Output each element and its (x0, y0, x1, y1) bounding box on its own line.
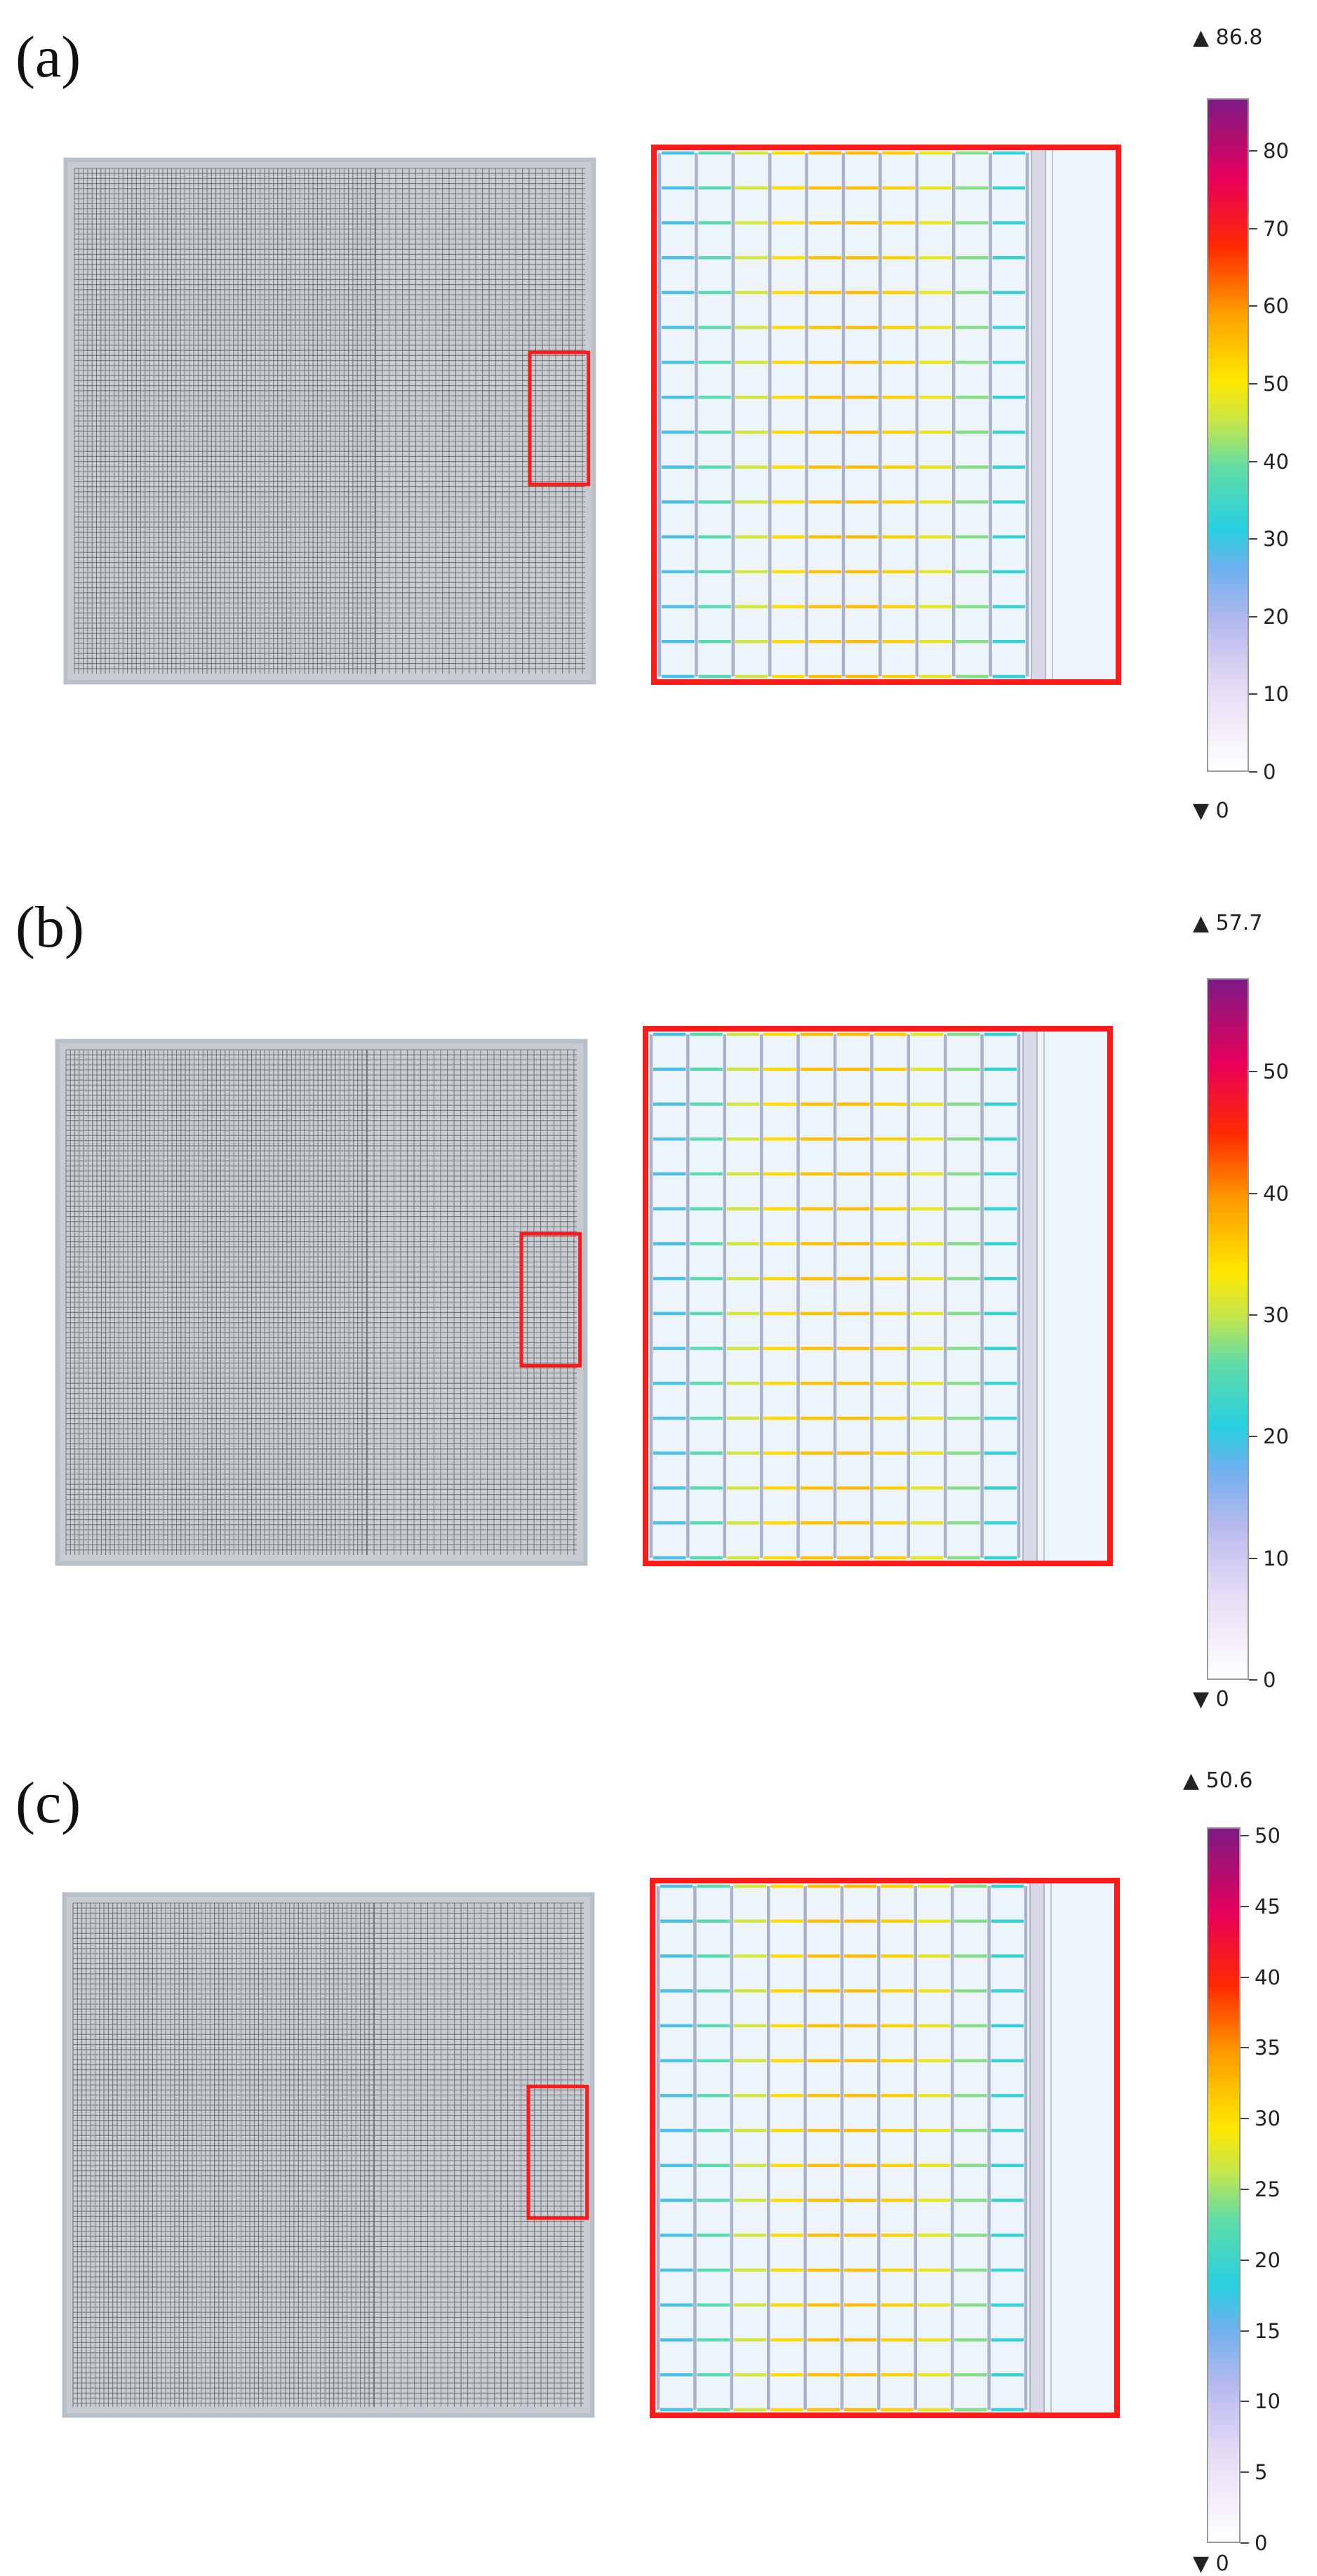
colorbar-tick-label: 20 (1255, 2248, 1281, 2272)
colorbar-tick-mark (1241, 2330, 1249, 2332)
colorbar-tick-label: 50 (1263, 372, 1289, 396)
colorbar-tick-mark (1249, 1314, 1257, 1316)
colorbar-tick-label: 40 (1263, 449, 1289, 474)
colorbar-tick-label: 45 (1255, 1894, 1281, 1918)
colorbar-tick-label: 20 (1263, 1424, 1289, 1449)
colorbar-tick-label: 30 (1263, 1303, 1289, 1328)
colorbar (1207, 1827, 1241, 2543)
full-mesh-view (63, 157, 596, 685)
colorbar (1207, 978, 1249, 1680)
colorbar-tick-mark (1241, 2047, 1249, 2049)
colorbar-tick-mark (1241, 2401, 1249, 2403)
colorbar-tick-mark (1249, 693, 1257, 695)
panel-c: (c) ▲ 50.6 ▼ 0 0 5 10 15 20 25 30 35 40 45 50 (0, 1705, 1317, 2576)
colorbar-tick-mark (1249, 1436, 1257, 1438)
colorbar-min-label: ▼ 0 (1193, 1687, 1229, 1711)
colorbar-tick-label: 0 (1263, 1668, 1276, 1692)
colorbar-tick-label: 15 (1255, 2318, 1281, 2343)
colorbar-tick-mark (1249, 460, 1257, 462)
colorbar-tick-label: 40 (1263, 1181, 1289, 1206)
colorbar-tick-label: 20 (1263, 604, 1289, 629)
colorbar-tick-mark (1249, 615, 1257, 618)
zoomed-mesh-view (643, 1026, 1113, 1566)
colorbar-tick-mark (1249, 150, 1257, 152)
colorbar-min-label: ▼ 0 (1193, 2551, 1229, 2576)
colorbar-tick-mark (1249, 1557, 1257, 1559)
colorbar-max-label: ▲ 86.8 (1193, 25, 1263, 50)
colorbar-tick-mark (1241, 2542, 1249, 2544)
colorbar-tick-mark (1249, 1679, 1257, 1681)
colorbar-tick-mark (1249, 383, 1257, 385)
colorbar-tick-label: 0 (1263, 760, 1276, 784)
colorbar-max-label: ▲ 57.7 (1193, 911, 1263, 935)
colorbar-tick-mark (1241, 2118, 1249, 2120)
colorbar-tick-mark (1249, 538, 1257, 540)
panel-b: (b) ▲ 57.7 ▼ 0 0 10 20 30 40 50 (0, 842, 1317, 1712)
colorbar-tick-mark (1241, 1835, 1249, 1837)
colorbar-tick-mark (1249, 771, 1257, 773)
colorbar-tick-label: 50 (1255, 1824, 1281, 1848)
colorbar-tick-label: 30 (1255, 2107, 1281, 2131)
colorbar-tick-mark (1249, 227, 1257, 229)
colorbar-tick-mark (1249, 305, 1257, 307)
colorbar-tick-mark (1241, 2259, 1249, 2261)
zoomed-mesh-view (650, 1878, 1120, 2418)
colorbar (1207, 98, 1249, 772)
colorbar-tick-mark (1241, 2471, 1249, 2474)
colorbar-tick-mark (1241, 2189, 1249, 2191)
colorbar-tick-label: 5 (1255, 2460, 1268, 2485)
full-mesh-view (55, 1039, 588, 1566)
colorbar-tick-mark (1241, 1976, 1249, 1978)
colorbar-tick-label: 10 (1263, 682, 1289, 707)
full-mesh-view (62, 1892, 595, 2418)
colorbar-tick-label: 0 (1255, 2531, 1268, 2555)
colorbar-tick-mark (1249, 1071, 1257, 1073)
colorbar-min-label: ▼ 0 (1193, 799, 1229, 823)
colorbar-tick-label: 35 (1255, 2036, 1281, 2060)
colorbar-tick-label: 80 (1263, 139, 1289, 163)
colorbar-tick-label: 60 (1263, 294, 1289, 319)
colorbar-tick-label: 10 (1263, 1546, 1289, 1570)
colorbar-tick-mark (1241, 1905, 1249, 1907)
colorbar-tick-label: 25 (1255, 2177, 1281, 2202)
colorbar-tick-label: 40 (1255, 1965, 1281, 1989)
colorbar-tick-label: 70 (1263, 216, 1289, 241)
colorbar-tick-mark (1249, 1192, 1257, 1194)
colorbar-max-label: ▲ 50.6 (1183, 1768, 1253, 1793)
colorbar-tick-label: 30 (1263, 527, 1289, 552)
panel-a: (a) ▲ 86.8 ▼ 0 0 10 20 30 40 50 60 70 80 (0, 0, 1317, 842)
colorbar-tick-label: 10 (1255, 2389, 1281, 2414)
panel-label: (b) (15, 895, 84, 960)
panel-label: (c) (15, 1770, 81, 1836)
colorbar-tick-label: 50 (1263, 1060, 1289, 1084)
panel-label: (a) (15, 25, 81, 90)
zoomed-mesh-view (651, 145, 1121, 685)
